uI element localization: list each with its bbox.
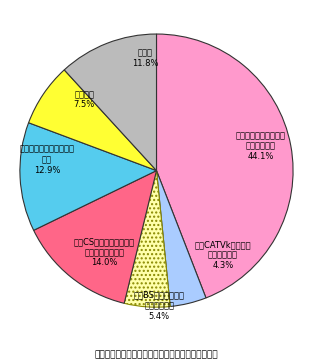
Wedge shape — [156, 171, 206, 306]
Wedge shape — [34, 171, 156, 303]
Text: 国内CSデジタル放送向け
番組の制作・販売
14.0%: 国内CSデジタル放送向け 番組の制作・販売 14.0% — [74, 238, 135, 268]
Text: その他
11.8%: その他 11.8% — [132, 49, 159, 68]
Wedge shape — [156, 34, 293, 298]
Text: 国内BS放送向け番組
の制作・販売
5.4%: 国内BS放送向け番組 の制作・販売 5.4% — [134, 291, 185, 321]
Text: 国内地上放送向け番組
の制作・販売
44.1%: 国内地上放送向け番組 の制作・販売 44.1% — [236, 131, 286, 161]
Wedge shape — [28, 70, 156, 171]
Wedge shape — [124, 171, 170, 307]
Text: 国内CATVk向け番組
の制作・販売
4.3%: 国内CATVk向け番組 の制作・販売 4.3% — [195, 240, 251, 270]
Wedge shape — [64, 34, 156, 171]
Text: 特にない
7.5%: 特にない 7.5% — [74, 90, 95, 109]
Text: 郵政省「放送番組制作業に関する調査」により作成: 郵政省「放送番組制作業に関する調査」により作成 — [95, 350, 218, 359]
Wedge shape — [20, 123, 156, 230]
Text: バッケージ商品化による
販売
12.9%: バッケージ商品化による 販売 12.9% — [19, 145, 74, 175]
